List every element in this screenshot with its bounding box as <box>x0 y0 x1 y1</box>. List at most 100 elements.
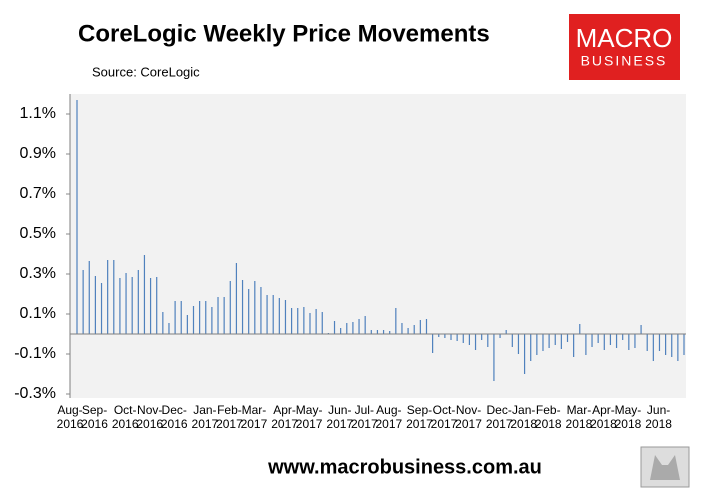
bar <box>107 260 109 334</box>
bar <box>566 334 569 342</box>
x-tick-label: May-2018 <box>615 403 642 431</box>
chart-subtitle: Source: CoreLogic <box>92 64 200 79</box>
x-tick-label: Apr-2018 <box>590 403 617 431</box>
bar <box>309 313 311 334</box>
bar <box>229 281 231 334</box>
bar <box>523 334 526 374</box>
bar <box>640 325 642 334</box>
y-tick-label: 0.9% <box>20 145 56 162</box>
bar <box>652 334 654 361</box>
bar <box>628 334 630 350</box>
bar <box>591 334 593 347</box>
x-tick-label: Feb-2017 <box>216 403 243 431</box>
bar <box>321 312 323 334</box>
x-tick-label: Jul-2017 <box>351 403 378 431</box>
bar <box>548 334 550 348</box>
bar <box>376 330 379 334</box>
x-tick-label: Apr-2017 <box>271 403 298 431</box>
bar <box>254 281 256 334</box>
bar <box>530 334 532 361</box>
bar <box>186 315 188 334</box>
bar <box>205 301 207 334</box>
bar <box>683 334 685 355</box>
bar <box>560 334 562 349</box>
y-tick-label: -0.1% <box>14 345 56 362</box>
x-tick-label: Jan-2017 <box>192 403 219 431</box>
x-tick-label: Aug-2017 <box>375 403 402 431</box>
bar <box>260 287 262 334</box>
x-tick-label: Oct-2016 <box>112 403 139 431</box>
bar <box>395 308 397 334</box>
x-tick-label: Dec-2017 <box>486 403 513 431</box>
bar <box>634 334 636 348</box>
bar <box>382 330 385 334</box>
bar <box>346 323 348 334</box>
chart-title: CoreLogic Weekly Price Movements <box>78 20 490 47</box>
bar <box>297 308 299 334</box>
bar <box>622 334 624 340</box>
bar <box>493 334 495 381</box>
x-tick-label: Mar-2017 <box>241 403 268 431</box>
bar <box>211 307 213 334</box>
bar <box>168 323 170 334</box>
bar <box>143 255 146 334</box>
bar <box>162 312 164 334</box>
bar <box>119 278 121 334</box>
bar <box>131 277 133 334</box>
bar <box>248 289 250 334</box>
bar <box>450 334 452 340</box>
bar <box>597 334 599 343</box>
bar <box>113 260 115 334</box>
bar <box>425 319 428 334</box>
x-tick-label: Nov-2016 <box>136 403 163 431</box>
bar <box>199 301 201 334</box>
footer: www.macrobusiness.com.au <box>267 456 542 478</box>
bar <box>407 328 409 334</box>
bar <box>180 301 182 334</box>
bar <box>76 100 78 334</box>
bar <box>462 334 464 343</box>
y-tick-label: 0.1% <box>20 305 56 322</box>
bar <box>401 323 403 334</box>
bar <box>456 334 458 341</box>
plot-area <box>70 94 686 398</box>
x-tick-label: May-2017 <box>296 403 323 431</box>
bar <box>174 301 176 334</box>
bar <box>156 277 158 334</box>
bar <box>536 334 538 355</box>
bar <box>419 320 421 334</box>
bar <box>100 283 103 334</box>
bar <box>217 297 219 334</box>
bar <box>149 278 152 334</box>
bar <box>364 316 366 334</box>
x-tick-label: Nov-2017 <box>455 403 482 431</box>
bar <box>481 334 483 340</box>
bar <box>499 334 501 338</box>
bar <box>340 328 342 334</box>
bar <box>609 334 612 345</box>
bar <box>241 280 244 334</box>
bar <box>646 334 648 351</box>
bar <box>438 334 440 337</box>
bar <box>542 334 544 351</box>
y-tick-label: -0.3% <box>14 385 56 402</box>
bar <box>333 321 336 334</box>
y-tick-label: 0.3% <box>20 265 56 282</box>
bar <box>192 306 195 334</box>
bar <box>88 261 90 334</box>
bar <box>413 325 415 334</box>
bar <box>290 308 293 334</box>
bar <box>665 334 667 355</box>
x-tick-label: Dec-2016 <box>161 403 188 431</box>
x-tick-label: Jun-2017 <box>326 403 353 431</box>
bar <box>432 334 434 353</box>
logo-box <box>569 14 680 80</box>
x-tick-label: Sep-2017 <box>406 403 433 431</box>
bar <box>266 295 268 334</box>
logo-text: BUSINESS <box>581 53 668 69</box>
bar <box>125 273 127 334</box>
bar <box>278 298 280 334</box>
bar <box>671 334 673 357</box>
x-tick-label: Oct-2017 <box>431 403 458 431</box>
